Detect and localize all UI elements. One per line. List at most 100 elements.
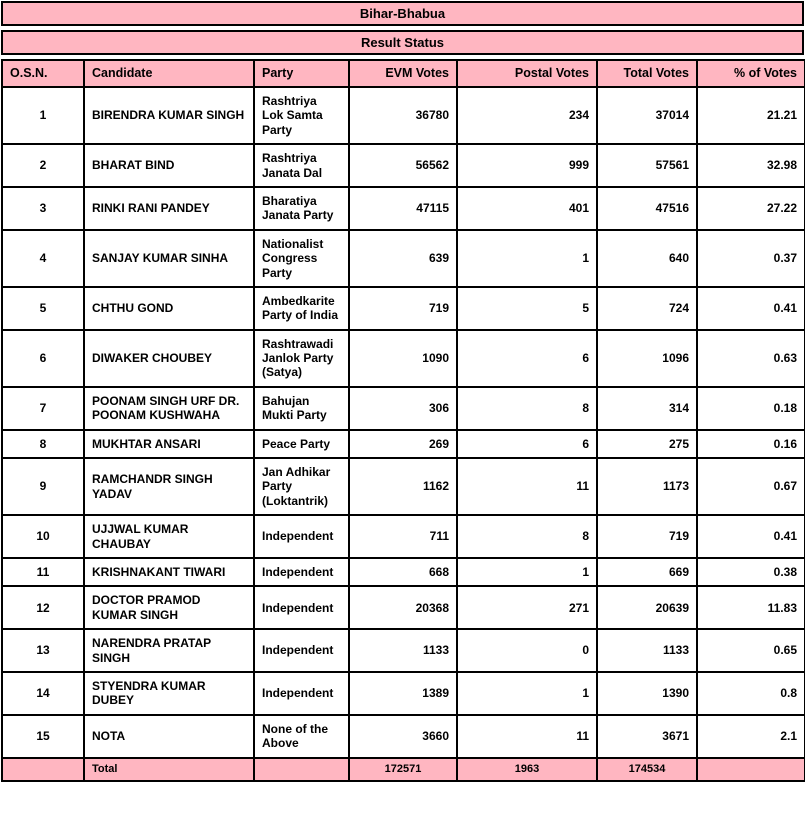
- postal-votes-value: 8: [456, 514, 598, 559]
- osn-cell: 5: [1, 285, 85, 331]
- total-osn-cell: [1, 756, 85, 782]
- evm-votes-value: 1133: [348, 628, 458, 673]
- osn-cell: 10: [1, 514, 85, 559]
- party-name: Bahujan Mukti Party: [253, 385, 350, 431]
- results-page: Bihar-Bhabua Result Status O.S.N. Candid…: [1, 1, 805, 782]
- total-votes-value: 20639: [596, 585, 698, 631]
- evm-votes-value: 668: [348, 556, 458, 588]
- candidate-name: BHARAT BIND: [83, 143, 255, 188]
- candidate-row: 6 DIWAKER CHOUBEY Rashtrawadi Janlok Party…: [1, 328, 805, 388]
- col-header-total-votes: Total Votes: [596, 59, 698, 88]
- osn-cell: 13: [1, 628, 85, 673]
- total-label: Total: [83, 756, 255, 782]
- candidate-name: KRISHNAKANT TIWARI: [83, 556, 255, 588]
- candidate-row: 8 MUKHTAR ANSARI Peace Party 269 6 275 0.16: [1, 428, 805, 460]
- evm-votes-value: 306: [348, 385, 458, 431]
- table-header: O.S.N. Candidate Party EVM Votes Postal …: [1, 59, 805, 88]
- pct-votes-value: 0.67: [696, 457, 805, 517]
- postal-votes-value: 0: [456, 628, 598, 673]
- evm-votes-value: 47115: [348, 185, 458, 231]
- pct-votes-value: 0.18: [696, 385, 805, 431]
- party-name: Rashtriya Janata Dal: [253, 143, 350, 188]
- candidate-row: 15 NOTA None of the Above 3660 11 3671 2.1: [1, 713, 805, 759]
- candidate-name: STYENDRA KUMAR DUBEY: [83, 670, 255, 716]
- candidate-name: RAMCHANDR SINGH YADAV: [83, 457, 255, 517]
- candidate-row: 2 BHARAT BIND Rashtriya Janata Dal 56562 999…: [1, 143, 805, 188]
- total-row: Total 172571 1963 174534: [1, 756, 805, 782]
- postal-votes-value: 401: [456, 185, 598, 231]
- pct-votes-value: 0.37: [696, 228, 805, 288]
- evm-votes-value: 3660: [348, 713, 458, 759]
- pct-votes-value: 0.16: [696, 428, 805, 460]
- page-title: Bihar-Bhabua: [1, 1, 804, 26]
- table-body: 1 BIRENDRA KUMAR SINGH Rashtriya Lok Samta…: [1, 85, 805, 759]
- candidate-row: 13 NARENDRA PRATAP SINGH Independent 1133 0 1…: [1, 628, 805, 673]
- pct-votes-value: 32.98: [696, 143, 805, 188]
- osn-cell: 2: [1, 143, 85, 188]
- total-votes-value: 640: [596, 228, 698, 288]
- col-header-pct-votes: % of Votes: [696, 59, 805, 88]
- postal-votes-value: 1: [456, 228, 598, 288]
- postal-votes-value: 8: [456, 385, 598, 431]
- postal-votes-value: 5: [456, 285, 598, 331]
- candidate-name: NOTA: [83, 713, 255, 759]
- total-votes-value: 57561: [596, 143, 698, 188]
- osn-cell: 7: [1, 385, 85, 431]
- total-votes-value: 1173: [596, 457, 698, 517]
- party-name: None of the Above: [253, 713, 350, 759]
- postal-votes-value: 6: [456, 428, 598, 460]
- party-name: Rashtrawadi Janlok Party (Satya): [253, 328, 350, 388]
- col-header-postal-votes: Postal Votes: [456, 59, 598, 88]
- postal-votes-value: 234: [456, 85, 598, 146]
- pct-votes-value: 21.21: [696, 85, 805, 146]
- postal-votes-value: 271: [456, 585, 598, 631]
- candidate-row: 5 CHTHU GOND Ambedkarite Party of India 719…: [1, 285, 805, 331]
- osn-cell: 4: [1, 228, 85, 288]
- evm-votes-value: 269: [348, 428, 458, 460]
- pct-votes-value: 0.41: [696, 285, 805, 331]
- osn-cell: 9: [1, 457, 85, 517]
- party-name: Ambedkarite Party of India: [253, 285, 350, 331]
- candidate-name: BIRENDRA KUMAR SINGH: [83, 85, 255, 146]
- candidate-name: DIWAKER CHOUBEY: [83, 328, 255, 388]
- total-pct-cell: [696, 756, 805, 782]
- candidate-name: NARENDRA PRATAP SINGH: [83, 628, 255, 673]
- evm-votes-value: 1162: [348, 457, 458, 517]
- candidate-name: DOCTOR PRAMOD KUMAR SINGH: [83, 585, 255, 631]
- candidate-name: UJJWAL KUMAR CHAUBAY: [83, 514, 255, 559]
- evm-votes-value: 36780: [348, 85, 458, 146]
- col-header-party: Party: [253, 59, 350, 88]
- party-name: Jan Adhikar Party (Loktantrik): [253, 457, 350, 517]
- party-name: Nationalist Congress Party: [253, 228, 350, 288]
- total-evm-votes: 172571: [348, 756, 458, 782]
- col-header-candidate: Candidate: [83, 59, 255, 88]
- candidate-row: 3 RINKI RANI PANDEY Bharatiya Janata Party…: [1, 185, 805, 231]
- party-name: Bharatiya Janata Party: [253, 185, 350, 231]
- postal-votes-value: 1: [456, 670, 598, 716]
- evm-votes-value: 1389: [348, 670, 458, 716]
- candidate-row: 7 POONAM SINGH URF DR. POONAM KUSHWAHA Bah…: [1, 385, 805, 431]
- total-votes-value: 3671: [596, 713, 698, 759]
- postal-votes-value: 11: [456, 457, 598, 517]
- party-name: Independent: [253, 628, 350, 673]
- candidate-name: CHTHU GOND: [83, 285, 255, 331]
- party-name: Independent: [253, 670, 350, 716]
- total-party-cell: [253, 756, 350, 782]
- total-votes-value: 275: [596, 428, 698, 460]
- evm-votes-value: 56562: [348, 143, 458, 188]
- osn-cell: 3: [1, 185, 85, 231]
- pct-votes-value: 0.8: [696, 670, 805, 716]
- total-votes-value: 1096: [596, 328, 698, 388]
- results-table: O.S.N. Candidate Party EVM Votes Postal …: [1, 59, 805, 782]
- evm-votes-value: 711: [348, 514, 458, 559]
- pct-votes-value: 2.1: [696, 713, 805, 759]
- postal-votes-value: 11: [456, 713, 598, 759]
- postal-votes-value: 6: [456, 328, 598, 388]
- total-votes-value: 669: [596, 556, 698, 588]
- pct-votes-value: 0.38: [696, 556, 805, 588]
- party-name: Independent: [253, 556, 350, 588]
- candidate-row: 4 SANJAY KUMAR SINHA Nationalist Congress …: [1, 228, 805, 288]
- pct-votes-value: 27.22: [696, 185, 805, 231]
- candidate-row: 11 KRISHNAKANT TIWARI Independent 668 1 669 0.…: [1, 556, 805, 588]
- candidate-name: MUKHTAR ANSARI: [83, 428, 255, 460]
